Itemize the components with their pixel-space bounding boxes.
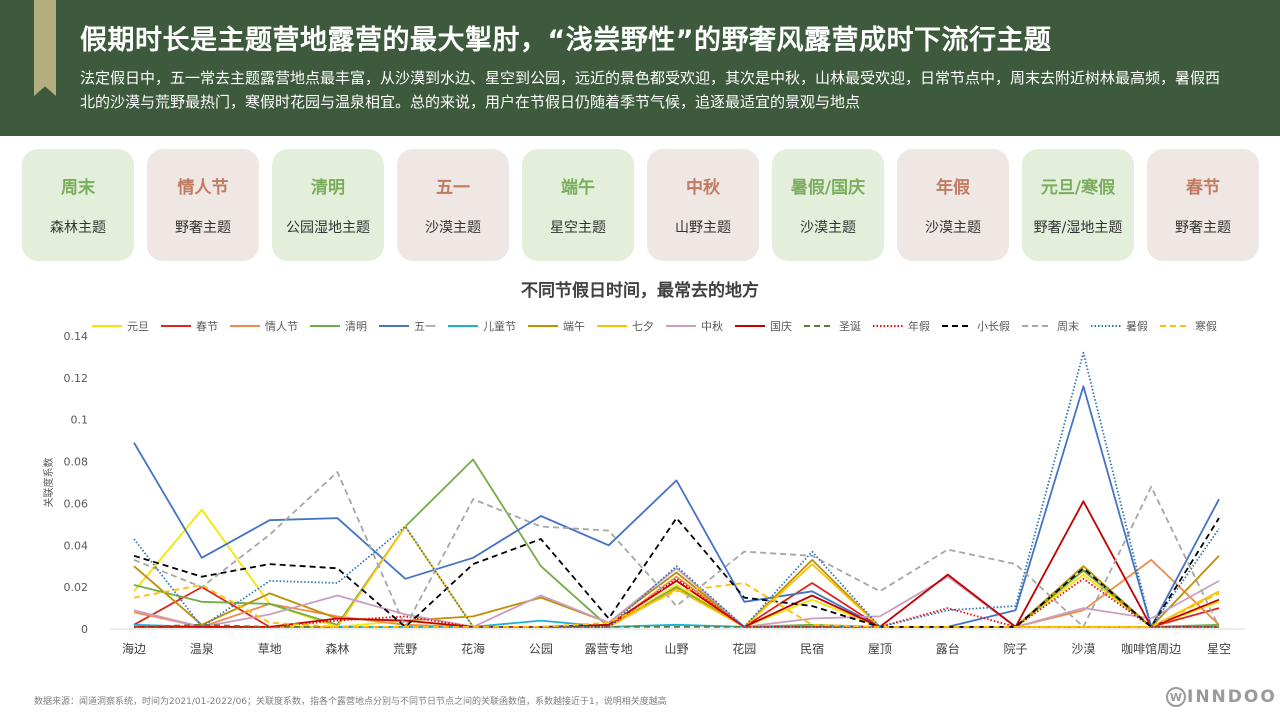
holiday-name: 端午 — [561, 178, 595, 198]
brand-logo: W INNDOO — [1166, 686, 1277, 708]
legend-label: 七夕 — [632, 320, 654, 333]
holiday-card: 中秋 山野主题 — [647, 149, 759, 261]
legend-label: 清明 — [345, 320, 367, 333]
series-line — [133, 517, 1220, 628]
holiday-card: 端午 星空主题 — [522, 149, 634, 261]
holiday-name: 五一 — [436, 178, 470, 198]
holiday-name: 情人节 — [177, 178, 229, 198]
y-tick-label: 0.02 — [64, 581, 89, 594]
data-source-footnote: 数据来源：闻道洞察系统，时间为2021/01-2022/06；关联度系数，指各个… — [34, 697, 667, 707]
legend-label: 周末 — [1057, 319, 1079, 333]
header-banner: 假期时长是主题营地露营的最大掣肘，“浅尝野性”的野奢风露营成时下流行主题 法定假… — [0, 0, 1280, 136]
holiday-theme: 山野主题 — [675, 220, 731, 236]
legend-label: 情人节 — [265, 320, 298, 333]
legend-label: 小长假 — [977, 319, 1010, 333]
x-tick-label: 屋顶 — [868, 642, 892, 656]
holiday-theme: 野奢主题 — [1175, 220, 1231, 236]
holiday-card: 周末 森林主题 — [22, 149, 134, 261]
holiday-name: 元旦/寒假 — [1040, 178, 1116, 198]
holiday-card: 年假 沙漠主题 — [897, 149, 1009, 261]
legend-label: 五一 — [414, 320, 436, 333]
y-tick-label: 0.14 — [64, 330, 89, 343]
x-tick-label: 海边 — [122, 641, 146, 656]
x-tick-label: 公园 — [529, 642, 553, 656]
holiday-theme: 公园湿地主题 — [286, 220, 370, 236]
series-line — [133, 458, 1220, 628]
legend-label: 暑假 — [1126, 319, 1148, 333]
page-title: 假期时长是主题营地露营的最大掣肘，“浅尝野性”的野奢风露营成时下流行主题 — [80, 25, 1052, 56]
holiday-name: 清明 — [311, 178, 345, 198]
holiday-theme: 野奢/湿地主题 — [1033, 220, 1123, 236]
holiday-name: 年假 — [936, 178, 970, 198]
y-tick-label: 0.12 — [64, 372, 89, 385]
holiday-cards: 周末森林主题 情人节野奢主题 清明公园湿地主题 五一沙漠主题 端午星空主题 中秋… — [22, 149, 1262, 261]
legend-label: 圣诞 — [839, 319, 861, 333]
bookmark-ribbon — [34, 0, 56, 96]
chart-title: 不同节假日时间，最常去的地方 — [521, 281, 759, 301]
x-tick-label: 星空 — [1207, 642, 1231, 656]
y-tick-label: 0.1 — [71, 414, 89, 427]
series-line — [133, 569, 1220, 628]
x-tick-label: 院子 — [1004, 642, 1028, 656]
x-tick-label: 草地 — [258, 642, 282, 656]
y-tick-label: 0.04 — [64, 539, 89, 552]
x-tick-label: 露台 — [936, 641, 960, 656]
legend-label: 年假 — [908, 319, 930, 333]
x-tick-label: 露营专地 — [585, 641, 633, 656]
series-line — [133, 385, 1220, 628]
x-tick-label: 沙漠 — [1071, 642, 1095, 656]
y-tick-label: 0.08 — [64, 456, 89, 469]
holiday-theme: 森林主题 — [50, 220, 106, 236]
x-tick-label: 民宿 — [800, 641, 824, 656]
holiday-name: 春节 — [1186, 178, 1220, 198]
series-line — [133, 555, 1220, 628]
series-line — [133, 582, 1220, 628]
x-tick-label: 森林 — [325, 641, 349, 656]
y-axis-label: 关联度系数 — [42, 458, 55, 508]
holiday-card: 清明 公园湿地主题 — [272, 149, 384, 261]
series-line — [134, 577, 1219, 628]
y-tick-label: 0.06 — [64, 497, 89, 510]
y-tick-label: 0 — [81, 623, 88, 636]
x-tick-label: 荒野 — [393, 642, 417, 656]
legend-label: 春节 — [196, 320, 218, 333]
holiday-theme: 野奢主题 — [175, 220, 231, 236]
holiday-name: 中秋 — [686, 178, 720, 198]
x-tick-label: 花园 — [732, 641, 756, 656]
holiday-name: 暑假/国庆 — [790, 178, 866, 198]
series-line — [133, 508, 1220, 628]
x-tick-label: 山野 — [664, 642, 688, 656]
legend-label: 端午 — [563, 320, 585, 333]
series-line — [133, 567, 1220, 628]
series-line — [133, 351, 1220, 628]
holiday-theme: 星空主题 — [550, 220, 606, 236]
holiday-card: 五一 沙漠主题 — [397, 149, 509, 261]
x-tick-label: 花海 — [461, 641, 485, 656]
holiday-theme: 沙漠主题 — [925, 220, 981, 236]
legend-label: 寒假 — [1195, 319, 1217, 333]
holiday-card: 元旦/寒假野奢/湿地主题 — [1022, 149, 1134, 261]
x-tick-label: 温泉 — [190, 642, 214, 656]
legend-label: 儿童节 — [483, 319, 516, 333]
legend-label: 中秋 — [701, 319, 723, 333]
page-subtitle: 法定假日中，五一常去主题露营地点最丰富，从沙漠到水边、星空到公园，远近的景色都受… — [80, 69, 1221, 111]
holiday-card: 春节 野奢主题 — [1147, 149, 1259, 261]
series-line — [134, 500, 1220, 628]
x-tick-label: 咖啡馆周边 — [1121, 641, 1181, 656]
holiday-card: 暑假/国庆沙漠主题 — [772, 149, 884, 261]
holiday-name: 周末 — [61, 178, 95, 198]
logo-mark: W — [1166, 687, 1186, 707]
series-line — [133, 471, 1220, 628]
holiday-card: 情人节 野奢主题 — [147, 149, 259, 261]
legend-label: 元旦 — [127, 320, 149, 333]
logo-text: INNDOO — [1187, 687, 1277, 707]
holiday-theme: 沙漠主题 — [800, 220, 856, 236]
legend-label: 国庆 — [770, 319, 792, 333]
holiday-theme: 沙漠主题 — [425, 220, 481, 236]
